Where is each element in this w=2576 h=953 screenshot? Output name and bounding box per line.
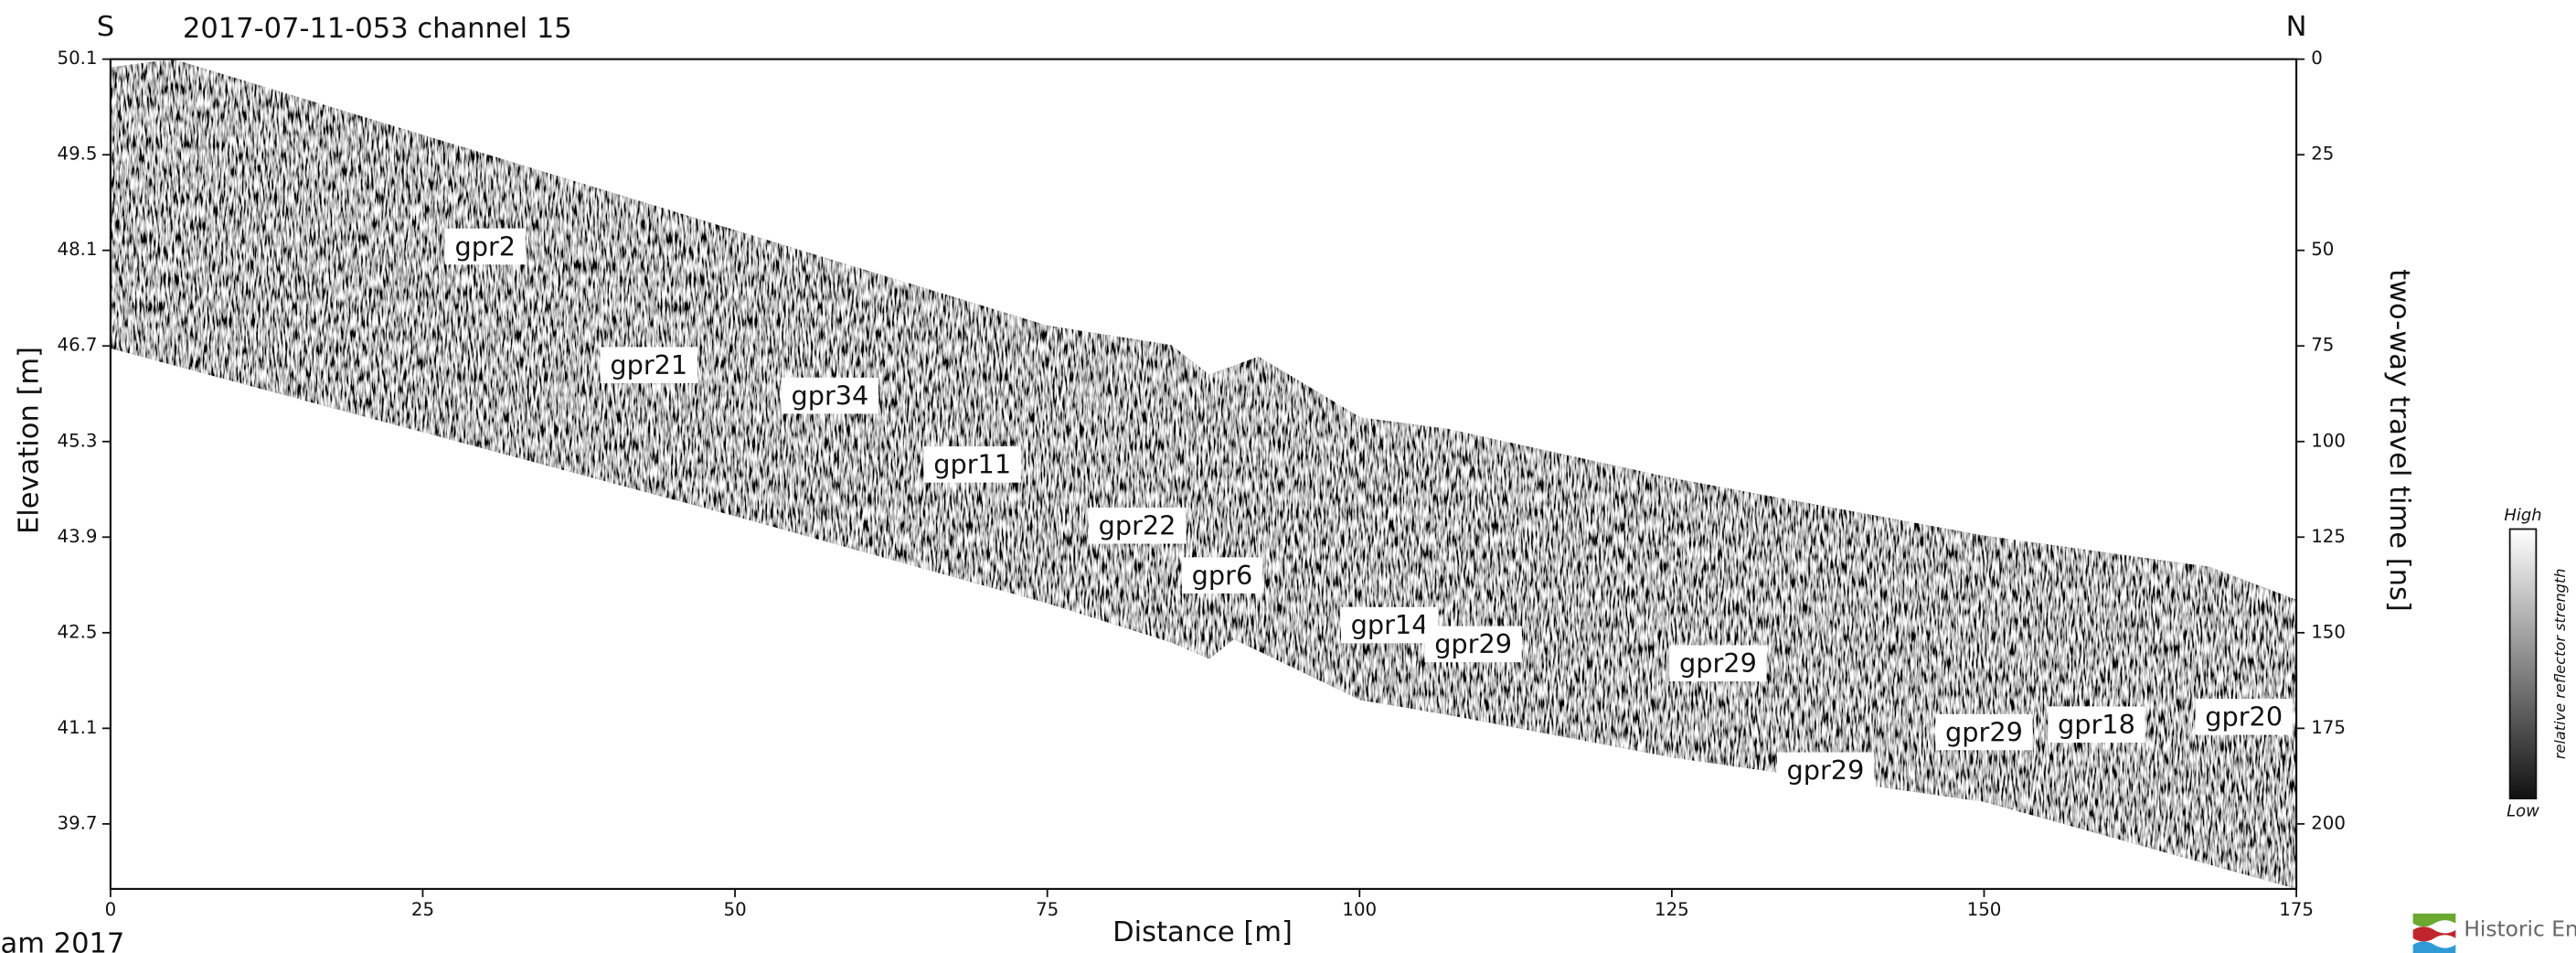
y2-tick-label: 25 <box>2311 144 2334 165</box>
annotation: gpr11 <box>923 446 1021 483</box>
y-tick-label: 39.7 <box>58 812 98 833</box>
right-end: N <box>2286 11 2307 43</box>
annotation-box <box>2048 706 2145 743</box>
annotation-box <box>781 377 879 414</box>
annotation: gpr6 <box>1181 557 1263 594</box>
annotation-label: gpr18 <box>2058 709 2135 740</box>
y2-tick-label: 200 <box>2311 812 2346 833</box>
y2-tick-label: 0 <box>2311 48 2323 69</box>
annotation-box <box>1088 507 1187 544</box>
x-tick-label: 0 <box>105 899 117 920</box>
y-tick-label: 42.5 <box>58 621 98 642</box>
annotation-label: gpr11 <box>933 449 1011 480</box>
y-tick-label: 48.1 <box>58 239 98 260</box>
y2-tick-label: 100 <box>2311 430 2346 451</box>
annotation-label: gpr22 <box>1099 510 1176 541</box>
y-tick-label: 43.9 <box>58 526 98 547</box>
annotation-label: gpr20 <box>2205 701 2283 733</box>
annotation: gpr2 <box>444 228 526 265</box>
annotation-box <box>2195 699 2293 735</box>
plot-frame <box>109 58 2298 891</box>
annotation: gpr29 <box>1669 645 1767 682</box>
annotation-box <box>600 347 698 383</box>
y-tick-label: 46.7 <box>58 335 98 356</box>
y2-tick-label: 125 <box>2311 526 2346 547</box>
annotation: gpr14 <box>1340 606 1439 644</box>
annotation: gpr29 <box>1776 752 1875 789</box>
x-tick-label: 150 <box>1967 899 2002 920</box>
annotation-label: gpr34 <box>791 380 868 411</box>
colorbar-label: relative reflector strength <box>2551 568 2569 759</box>
x-tick-label: 100 <box>1342 899 1377 920</box>
footer-left: am 2017 <box>1 928 125 953</box>
annotation-box <box>1935 713 2033 751</box>
left-end: S <box>97 11 114 43</box>
annotation-label: gpr29 <box>1787 755 1865 786</box>
y2-tick-label: 50 <box>2311 239 2334 260</box>
y-tick-label: 45.3 <box>58 430 98 451</box>
annotation: gpr22 <box>1088 507 1187 544</box>
annotation: gpr20 <box>2195 699 2293 735</box>
annotation: gpr18 <box>2048 706 2145 743</box>
annotation: gpr29 <box>1935 713 2033 751</box>
y2-tick-label: 150 <box>2311 621 2346 642</box>
annotation-box <box>923 446 1021 483</box>
x-axis-label: Distance [m] <box>1112 916 1293 948</box>
y-tick-label: 41.1 <box>58 717 98 738</box>
annotation-label: gpr14 <box>1351 609 1429 640</box>
x-tick-label: 75 <box>1036 899 1059 920</box>
y-axis-label: Elevation [m] <box>13 347 45 534</box>
annotation-label: gpr29 <box>1945 716 2023 747</box>
logo <box>2412 913 2456 953</box>
colorbar-high: High <box>2504 506 2541 525</box>
radargram <box>110 59 2297 889</box>
annotation-box <box>1181 557 1263 594</box>
annotation: gpr21 <box>600 347 698 383</box>
annotation-box <box>1776 752 1875 789</box>
annotation-label: gpr29 <box>1434 628 1512 659</box>
y2-tick-label: 75 <box>2311 335 2334 356</box>
x-tick-label: 125 <box>1655 899 1689 920</box>
y2-tick-label: 175 <box>2311 717 2346 738</box>
annotation: gpr34 <box>781 377 879 414</box>
annotation-label: gpr6 <box>1192 560 1253 591</box>
annotation-label: gpr2 <box>455 230 516 262</box>
colorbar <box>2508 528 2538 800</box>
chart-title: 2017-07-11-053 channel 15 <box>183 13 572 45</box>
annotation-label: gpr29 <box>1679 648 1757 679</box>
logo-text: Historic Engl <box>2464 916 2576 941</box>
x-tick-label: 25 <box>411 899 434 920</box>
annotation-label: gpr21 <box>610 349 687 380</box>
annotation: gpr29 <box>1424 626 1522 663</box>
annotation-box <box>1340 606 1439 644</box>
y2-axis-label: two-way travel time [ns] <box>2383 269 2415 612</box>
y-tick-label: 49.5 <box>58 144 98 165</box>
x-tick-label: 50 <box>724 899 747 920</box>
colorbar-low: Low <box>2507 801 2539 820</box>
annotation-box <box>1424 626 1522 663</box>
x-tick-label: 175 <box>2279 899 2314 920</box>
annotation-box <box>1669 645 1767 682</box>
annotation-box <box>444 228 526 265</box>
y-tick-label: 50.1 <box>58 48 98 69</box>
